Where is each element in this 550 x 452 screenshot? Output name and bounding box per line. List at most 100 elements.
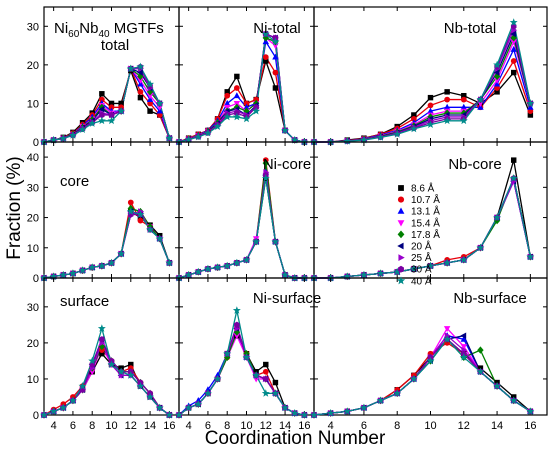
data-point <box>146 93 154 100</box>
x-tick-label: 16 <box>298 420 310 432</box>
x-tick-label: 6 <box>361 420 367 432</box>
series-line <box>178 171 305 279</box>
data-point <box>263 58 269 64</box>
series-line <box>178 177 305 279</box>
data-point <box>233 333 241 340</box>
data-point <box>281 403 290 412</box>
legend-label: 30 Å <box>411 263 432 276</box>
data-point <box>224 92 231 99</box>
data-point <box>78 125 87 134</box>
x-tick-label: 10 <box>240 420 252 432</box>
data-point <box>253 96 260 103</box>
legend-label: 8.6 Å <box>411 182 435 195</box>
data-point <box>510 30 517 38</box>
series-line <box>43 210 170 279</box>
data-point <box>117 249 126 258</box>
data-point <box>393 130 402 138</box>
x-tick-label: 14 <box>491 420 503 432</box>
data-point <box>281 126 290 134</box>
panel-ni-core: Ni-core <box>175 141 315 282</box>
data-point <box>233 85 240 91</box>
data-point <box>526 407 535 415</box>
legend-marker <box>398 265 404 273</box>
legend-label: 10.7 Å <box>411 193 440 206</box>
data-point <box>343 407 352 415</box>
data-point <box>156 104 163 111</box>
data-point <box>310 410 318 419</box>
x-tick-label: 10 <box>105 420 117 432</box>
data-point <box>234 73 240 80</box>
data-point <box>203 128 212 137</box>
data-point <box>108 111 115 119</box>
data-point <box>97 324 106 332</box>
data-point <box>137 77 144 84</box>
data-point <box>459 353 468 361</box>
data-point <box>509 396 518 404</box>
data-point <box>461 92 467 99</box>
data-point <box>262 159 269 167</box>
data-point <box>223 112 232 121</box>
panel-title: Ni-core <box>263 156 311 173</box>
panel-nb-surface: 4 6 8 10 12 14 16 Nb-surface <box>310 277 548 432</box>
data-point <box>68 269 77 277</box>
series-line <box>313 335 531 416</box>
data-point <box>509 18 518 26</box>
data-point <box>444 89 450 95</box>
data-point <box>234 321 240 329</box>
data-point <box>263 375 269 383</box>
data-point <box>290 409 299 417</box>
y-tick-label: 0 <box>33 273 39 285</box>
series-line <box>313 335 531 416</box>
data-point <box>99 91 105 97</box>
data-point <box>426 356 435 365</box>
data-point <box>165 258 174 267</box>
data-point <box>127 199 134 206</box>
x-tick-label: 12 <box>125 420 137 432</box>
data-point <box>98 106 105 113</box>
data-point <box>78 266 87 274</box>
data-point <box>147 108 153 114</box>
data-point <box>272 85 279 91</box>
data-point <box>194 400 203 408</box>
system-label: Ni60Nb40 MGTFs <box>54 20 164 40</box>
panel-title: Ni-surface <box>253 290 321 307</box>
x-tick-label: 16 <box>524 420 536 432</box>
data-point <box>223 349 232 358</box>
x-tick-label: 10 <box>424 420 436 432</box>
data-point <box>494 89 500 95</box>
data-point <box>252 237 261 246</box>
data-point <box>136 382 145 390</box>
panel-title: Ni-total <box>253 20 301 37</box>
series-line <box>43 210 170 279</box>
data-point <box>146 225 155 234</box>
data-point <box>411 112 417 118</box>
data-point <box>49 407 58 415</box>
data-point <box>443 103 451 110</box>
data-point <box>271 389 280 397</box>
data-point <box>155 99 164 107</box>
data-point <box>477 101 484 107</box>
data-point <box>242 114 251 123</box>
data-point <box>409 374 418 383</box>
data-point <box>242 255 251 264</box>
data-point <box>476 243 485 252</box>
y-tick-label: 10 <box>27 243 39 255</box>
data-point <box>359 135 368 144</box>
panel-title: core <box>60 173 89 190</box>
x-tick-label: 4 <box>328 420 334 432</box>
data-point <box>137 72 144 81</box>
data-point <box>443 326 451 332</box>
data-point <box>460 96 467 103</box>
data-point <box>232 112 241 121</box>
series-line <box>313 338 531 416</box>
data-point <box>146 79 155 88</box>
y-tick-label: 0 <box>33 137 39 149</box>
x-tick-label: 4 <box>186 420 192 432</box>
panel-core: 0 10 20 30 40 core <box>27 141 180 285</box>
panel-ni-surface: 4 6 8 10 12 14 16 Ni-surface <box>175 277 321 432</box>
series-line <box>313 335 531 416</box>
data-point <box>427 94 434 101</box>
series-line <box>313 338 531 416</box>
data-point <box>126 207 135 215</box>
